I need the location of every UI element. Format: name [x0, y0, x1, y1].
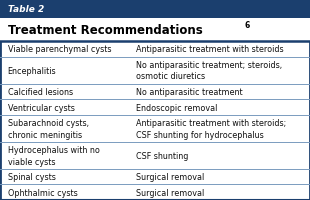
Bar: [0, 0, 310, 19]
Text: Surgical removal: Surgical removal: [136, 188, 205, 197]
Text: Subarachnoid cysts,
chronic meningitis: Subarachnoid cysts, chronic meningitis: [8, 119, 89, 139]
Text: Calcified lesions: Calcified lesions: [8, 88, 73, 97]
Text: No antiparasitic treatment; steroids,
osmotic diuretics: No antiparasitic treatment; steroids, os…: [136, 61, 282, 81]
Text: Ophthalmic cysts: Ophthalmic cysts: [8, 188, 78, 197]
Text: Surgical removal: Surgical removal: [136, 172, 205, 181]
Text: Treatment Recommendations: Treatment Recommendations: [8, 24, 202, 37]
Text: No antiparasitic treatment: No antiparasitic treatment: [136, 88, 243, 97]
Text: Encephalitis: Encephalitis: [8, 66, 56, 75]
Text: Antiparasitic treatment with steroids;
CSF shunting for hydrocephalus: Antiparasitic treatment with steroids; C…: [136, 119, 287, 139]
Text: 6: 6: [245, 21, 250, 29]
Text: Endoscopic removal: Endoscopic removal: [136, 103, 218, 112]
Bar: [0, 19, 310, 42]
Text: Hydrocephalus with no
viable cysts: Hydrocephalus with no viable cysts: [8, 145, 100, 166]
Text: Antiparasitic treatment with steroids: Antiparasitic treatment with steroids: [136, 45, 284, 54]
Text: Table 2: Table 2: [8, 5, 44, 14]
Text: Ventricular cysts: Ventricular cysts: [8, 103, 75, 112]
Text: Viable parenchymal cysts: Viable parenchymal cysts: [8, 45, 111, 54]
Text: CSF shunting: CSF shunting: [136, 151, 189, 160]
Text: Spinal cysts: Spinal cysts: [8, 172, 55, 181]
